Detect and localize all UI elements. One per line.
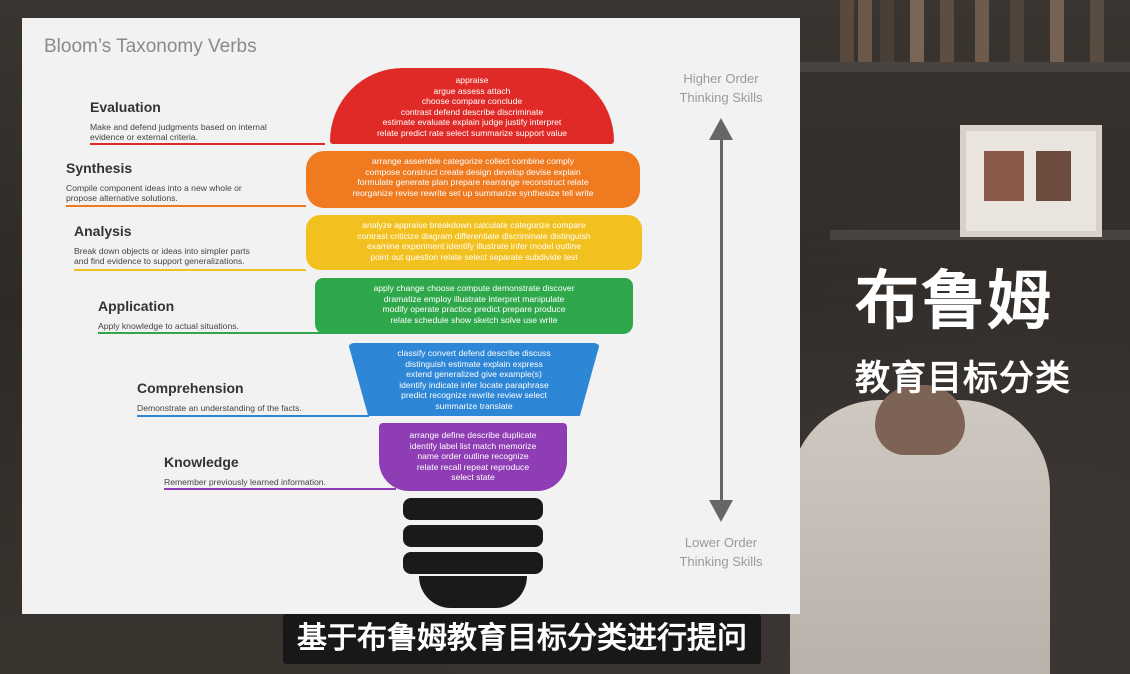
level-name: Application: [98, 298, 175, 314]
level-label-analysis: Analysis Break down objects or ideas int…: [74, 223, 250, 266]
book: [880, 0, 894, 62]
bookshelf: [800, 62, 1130, 72]
level-description: Compile component ideas into a new whole…: [66, 183, 242, 203]
book: [1050, 0, 1064, 62]
level-label-evaluation: Evaluation Make and defend judgments bas…: [90, 99, 267, 142]
level-underline-comprehension: [137, 415, 369, 417]
arrow-shaft: [720, 138, 723, 508]
level-underline-synthesis: [66, 205, 306, 207]
bulb-band-knowledge: arrange define describe duplicate identif…: [379, 423, 567, 491]
bulb-band-application: apply change choose compute demonstrate …: [315, 278, 633, 334]
book: [910, 0, 924, 62]
book: [1090, 0, 1104, 62]
level-description: Break down objects or ideas into simpler…: [74, 246, 250, 266]
bulb-base-ring: [403, 498, 543, 520]
book: [840, 0, 854, 62]
level-name: Synthesis: [66, 160, 133, 176]
bulb-band-comprehension: classify convert defend describe discuss…: [348, 343, 600, 416]
level-description: Demonstrate an understanding of the fact…: [137, 403, 302, 413]
bulb-band-evaluation: appraise argue assess attach choose compar…: [330, 68, 614, 144]
level-label-synthesis: Synthesis Compile component ideas into a…: [66, 160, 242, 203]
axis-label-lower: Lower Order Thinking Skills: [679, 535, 763, 569]
axis-label-higher: Higher Order Thinking Skills: [679, 71, 763, 105]
level-name: Analysis: [74, 223, 132, 239]
bulb-base-ring: [403, 525, 543, 547]
level-description: Remember previously learned information.: [164, 477, 326, 487]
book: [975, 0, 989, 62]
overlay-subtitle: 教育目标分类: [855, 359, 1072, 399]
level-underline-analysis: [74, 269, 306, 271]
picture-frame: [960, 125, 1102, 237]
level-label-comprehension: Comprehension Demonstrate an understandi…: [137, 380, 302, 413]
video-caption: 基于布鲁姆教育目标分类进行提问: [283, 614, 761, 664]
level-underline-evaluation: [90, 143, 325, 145]
bulb-tip: [419, 576, 527, 608]
slide-title: Bloom’s Taxonomy Verbs: [44, 36, 257, 57]
level-name: Comprehension: [137, 380, 244, 396]
book: [858, 0, 872, 62]
overlay-title: 布鲁姆: [855, 265, 1053, 339]
arrow-up-icon: [709, 118, 733, 140]
arrow-down-icon: [709, 500, 733, 522]
person-head: [875, 385, 965, 455]
level-name: Knowledge: [164, 454, 239, 470]
slide: Bloom’s Taxonomy Verbs Evaluation Make a…: [22, 18, 800, 614]
level-underline-application: [98, 332, 330, 334]
book: [1010, 0, 1024, 62]
level-underline-knowledge: [164, 488, 396, 490]
bulb-band-analysis: analyze appraise breakdown calculate cat…: [306, 215, 642, 270]
level-name: Evaluation: [90, 99, 161, 115]
bulb-base-ring: [403, 552, 543, 574]
level-label-knowledge: Knowledge Remember previously learned in…: [164, 454, 326, 487]
level-description: Apply knowledge to actual situations.: [98, 321, 239, 331]
book: [940, 0, 954, 62]
level-label-application: Application Apply knowledge to actual si…: [98, 298, 239, 331]
level-description: Make and defend judgments based on inter…: [90, 122, 267, 142]
bulb-band-synthesis: arrange assemble categorize collect comb…: [306, 151, 640, 208]
